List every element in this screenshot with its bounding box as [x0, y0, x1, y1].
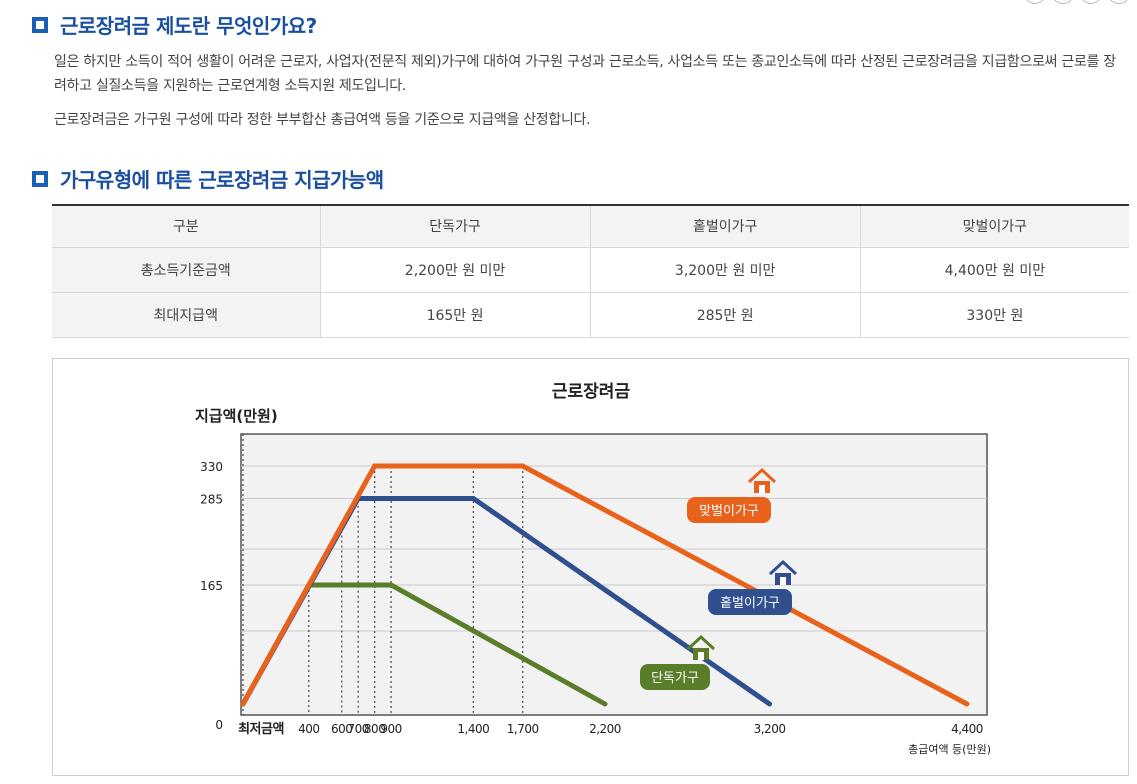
series-label-box [640, 664, 710, 690]
benefit-table: 구분 단독가구 홑벌이가구 맞벌이가구 총소득기준금액 2,200만 원 미만 … [52, 204, 1129, 338]
x-tick-label: 1,700 [507, 722, 539, 736]
x-tick-label: 800 [364, 722, 385, 736]
y-tick-label: 330 [200, 460, 223, 474]
section-title-intro: 근로장려금 제도란 무엇인가요? [60, 14, 317, 38]
basis-paragraph: 근로장려금은 가구원 구성에 따라 정한 부부합산 총급여액 등을 기준으로 지… [54, 112, 591, 128]
house-icon [759, 485, 765, 493]
grid-layer [240, 433, 988, 716]
house-icon [768, 559, 798, 576]
x-tick-label: 2,200 [589, 722, 621, 736]
table-row: 총소득기준금액 2,200만 원 미만 3,200만 원 미만 4,400만 원… [52, 247, 1129, 293]
house-icon [686, 634, 716, 651]
guide-layer [308, 466, 524, 715]
series-label: 단독가구 [651, 671, 699, 686]
x-tick-label: 700 [347, 722, 368, 736]
section-header-amounts: 가구유형에 따른 근로장려금 지급가능액 [32, 164, 384, 193]
y-axis-label: 지급액(만원) [195, 407, 278, 425]
table-row-label: 총소득기준금액 [52, 247, 320, 293]
x-tick-label: 3,200 [754, 722, 786, 736]
x-tick-label: 400 [298, 722, 319, 736]
section-header-intro: 근로장려금 제도란 무엇인가요? [32, 10, 317, 39]
chart-title: 근로장려금 [552, 382, 631, 402]
table-row: 최대지급액 165만 원 285만 원 330만 원 [52, 292, 1129, 338]
table-cell: 4,400만 원 미만 [859, 247, 1129, 293]
series-label-box [708, 589, 792, 615]
section-title-amounts: 가구유형에 따른 근로장려금 지급가능액 [60, 168, 384, 192]
table-header-cell: 단독가구 [319, 204, 591, 248]
house-icon [747, 467, 777, 484]
x-tick-label: 900 [380, 722, 401, 736]
x-tick-label: 600 [331, 722, 352, 736]
series-labels: 단독가구 홑벌이가구 맞벌이가구 [640, 467, 798, 690]
table-header-row: 구분 단독가구 홑벌이가구 맞벌이가구 [52, 204, 1129, 248]
table-header-cell: 맞벌이가구 [859, 204, 1129, 248]
bullet-icon [32, 16, 48, 33]
table-row-label: 최대지급액 [52, 292, 320, 338]
y-tick-label: 165 [200, 579, 223, 593]
series-label-box [687, 497, 771, 523]
series-layer [240, 463, 970, 707]
window-controls [1025, 0, 1129, 4]
y-tick-label: 285 [200, 492, 223, 506]
table-cell: 330만 원 [859, 292, 1129, 338]
table-cell: 2,200만 원 미만 [319, 247, 591, 293]
bullet-icon [32, 170, 48, 187]
intro-paragraph: 일은 하지만 소득이 적어 생활이 어려운 근로자, 사업자(전문직 제외)가구… [54, 54, 1116, 94]
table-cell: 285만 원 [589, 292, 861, 338]
benefit-chart: 근로장려금 지급액(만원) 총급여액 등(만원) 0 165 285 330 최저금액 4… [195, 382, 991, 756]
table-cell: 165만 원 [319, 292, 591, 338]
chart-container: 근로장려금 지급액(만원) 총급여액 등(만원) 0 165 285 330 최저금액 4… [52, 358, 1129, 776]
y-tick-label: 0 [215, 718, 223, 732]
series-line [240, 463, 970, 707]
x-tick-label: 1,400 [457, 722, 489, 736]
x-axis-label: 총급여액 등(만원) [908, 743, 991, 756]
series-label: 맞벌이가구 [699, 504, 759, 519]
house-icon [698, 652, 704, 660]
table-header-cell: 홑벌이가구 [589, 204, 861, 248]
plot-area [240, 433, 988, 716]
series-label: 홑벌이가구 [720, 596, 780, 611]
table-cell: 3,200만 원 미만 [589, 247, 861, 293]
house-icon [780, 577, 786, 585]
x-tick-label: 최저금액 [238, 722, 284, 737]
x-tick-label: 4,400 [951, 722, 983, 736]
table-header-cell: 구분 [52, 204, 320, 248]
